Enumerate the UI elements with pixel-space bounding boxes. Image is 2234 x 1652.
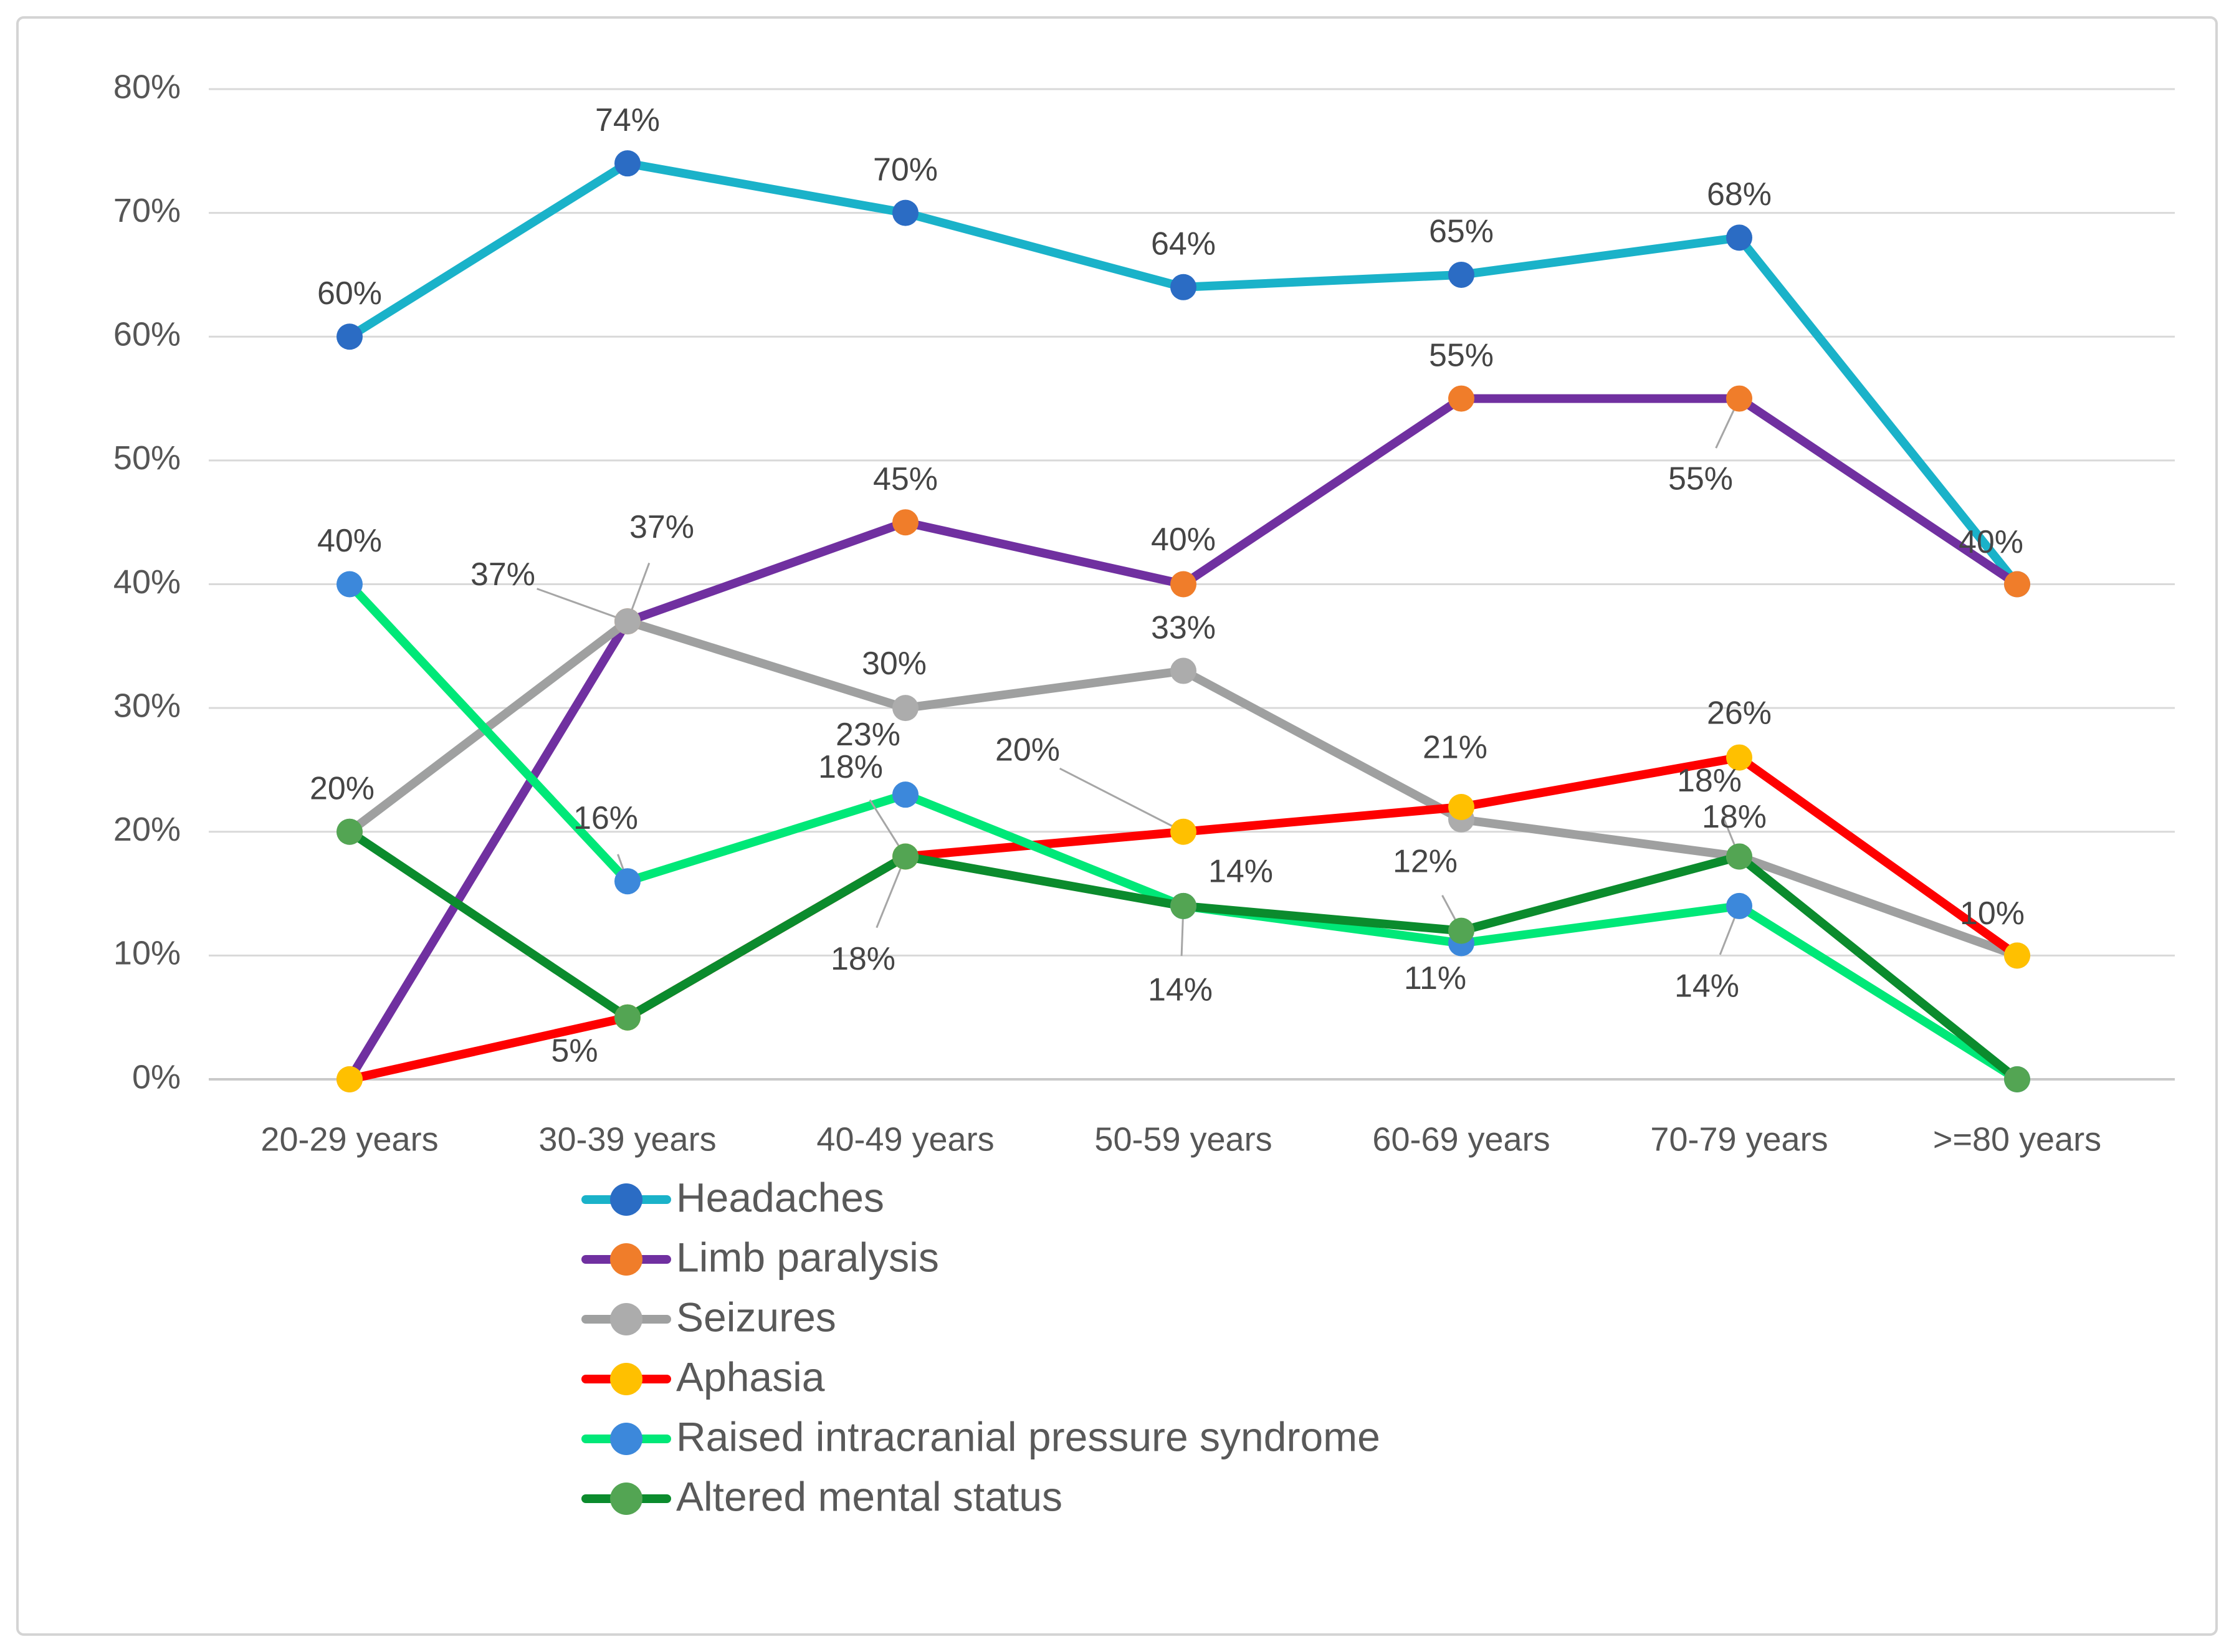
marker-s5-p1 bbox=[337, 571, 363, 598]
data-label: 16% bbox=[573, 800, 638, 836]
data-label: 21% bbox=[1423, 730, 1487, 766]
marker-s1-p3 bbox=[892, 199, 919, 226]
legend-item-label: Aphasia bbox=[676, 1354, 825, 1400]
marker-s6-p7 bbox=[2004, 1066, 2030, 1092]
figure-frame bbox=[16, 16, 2218, 1636]
legend-swatch-marker-4 bbox=[610, 1363, 642, 1395]
data-label: 65% bbox=[1429, 214, 1494, 250]
marker-s2-p3 bbox=[892, 509, 919, 536]
data-label: 20% bbox=[995, 732, 1060, 768]
data-label: 18% bbox=[1702, 799, 1767, 835]
data-label: 10% bbox=[1960, 895, 2025, 932]
marker-s5-p3 bbox=[892, 781, 919, 808]
data-label: 30% bbox=[862, 646, 927, 682]
marker-s2-p7 bbox=[2004, 571, 2030, 598]
marker-s6-p1 bbox=[337, 818, 363, 845]
marker-s6-p5 bbox=[1448, 917, 1474, 944]
data-label: 40% bbox=[1959, 524, 2023, 560]
x-axis-label: 30-39 years bbox=[538, 1120, 716, 1158]
marker-s2-p5 bbox=[1448, 385, 1474, 412]
data-label: 5% bbox=[551, 1033, 598, 1069]
x-axis-label: 70-79 years bbox=[1650, 1120, 1828, 1158]
marker-s6-p6 bbox=[1726, 843, 1752, 870]
marker-s1-p4 bbox=[1170, 274, 1196, 300]
marker-s5-p6 bbox=[1726, 892, 1752, 919]
data-label: 14% bbox=[1208, 854, 1273, 890]
marker-s6-p2 bbox=[614, 1004, 641, 1031]
legend-swatch-marker-2 bbox=[610, 1243, 642, 1276]
data-label: 74% bbox=[595, 102, 660, 138]
marker-s4-p6 bbox=[1726, 744, 1752, 771]
x-axis-label: 20-29 years bbox=[260, 1120, 438, 1158]
marker-s6-p3 bbox=[892, 843, 919, 870]
x-axis-label: 50-59 years bbox=[1094, 1120, 1272, 1158]
data-label: 37% bbox=[629, 509, 694, 545]
marker-s1-p6 bbox=[1726, 224, 1752, 251]
y-tick-label: 10% bbox=[113, 935, 181, 972]
marker-s5-p2 bbox=[614, 868, 641, 895]
x-axis-label: 40-49 years bbox=[816, 1120, 994, 1158]
data-label: 64% bbox=[1151, 226, 1216, 262]
data-label: 37% bbox=[470, 556, 535, 593]
legend-swatch-marker-3 bbox=[610, 1303, 642, 1335]
data-label: 23% bbox=[836, 717, 900, 753]
data-label: 33% bbox=[1151, 609, 1216, 646]
marker-s1-p1 bbox=[337, 323, 363, 350]
data-label: 40% bbox=[1151, 522, 1216, 558]
y-tick-label: 40% bbox=[113, 563, 181, 601]
marker-s4-p7 bbox=[2004, 942, 2030, 969]
data-label: 18% bbox=[818, 749, 883, 785]
marker-s4-p1 bbox=[337, 1066, 363, 1092]
marker-s1-p2 bbox=[614, 150, 641, 177]
data-label: 60% bbox=[317, 275, 382, 312]
marker-s2-p6 bbox=[1726, 385, 1752, 412]
legend-item-label: Raised intracranial pressure syndrome bbox=[676, 1413, 1380, 1459]
marker-s3-p2 bbox=[614, 608, 641, 635]
label-leader-line bbox=[537, 588, 628, 623]
legend-swatch-marker-1 bbox=[610, 1183, 642, 1216]
marker-s4-p5 bbox=[1448, 794, 1474, 821]
data-label: 14% bbox=[1148, 972, 1213, 1008]
data-label: 18% bbox=[1677, 763, 1742, 799]
marker-s6-p4 bbox=[1170, 892, 1196, 919]
legend-swatch-marker-6 bbox=[610, 1483, 642, 1515]
data-label: 20% bbox=[310, 770, 375, 806]
y-tick-label: 30% bbox=[113, 687, 181, 724]
data-label: 18% bbox=[831, 941, 895, 977]
data-label: 14% bbox=[1674, 968, 1739, 1005]
y-tick-label: 60% bbox=[113, 316, 181, 353]
data-label: 55% bbox=[1429, 337, 1494, 373]
data-label: 55% bbox=[1668, 461, 1733, 497]
data-label: 11% bbox=[1404, 960, 1466, 996]
data-label: 40% bbox=[317, 523, 382, 559]
marker-s1-p5 bbox=[1448, 261, 1474, 288]
y-tick-label: 0% bbox=[132, 1058, 181, 1096]
data-label: 45% bbox=[873, 461, 938, 497]
y-tick-label: 50% bbox=[113, 439, 181, 477]
marker-s3-p4 bbox=[1170, 657, 1196, 684]
legend-item-label: Seizures bbox=[676, 1294, 836, 1340]
data-label: 68% bbox=[1707, 176, 1772, 212]
legend-item-label: Limb paralysis bbox=[676, 1234, 939, 1280]
marker-s3-p3 bbox=[892, 695, 919, 722]
legend-swatch-marker-5 bbox=[610, 1423, 642, 1455]
data-label: 70% bbox=[873, 151, 938, 188]
y-tick-label: 70% bbox=[113, 192, 181, 229]
marker-s4-p4 bbox=[1170, 818, 1196, 845]
x-axis-label: >=80 years bbox=[1933, 1120, 2101, 1158]
marker-s2-p4 bbox=[1170, 571, 1196, 598]
x-axis-label: 60-69 years bbox=[1372, 1120, 1550, 1158]
legend-item-label: Headaches bbox=[676, 1174, 884, 1220]
data-label: 26% bbox=[1707, 695, 1772, 731]
y-tick-label: 20% bbox=[113, 811, 181, 848]
data-label: 12% bbox=[1393, 843, 1458, 879]
y-tick-label: 80% bbox=[113, 68, 181, 105]
legend-item-label: Altered mental status bbox=[676, 1473, 1062, 1519]
label-leader-line bbox=[1059, 767, 1184, 833]
